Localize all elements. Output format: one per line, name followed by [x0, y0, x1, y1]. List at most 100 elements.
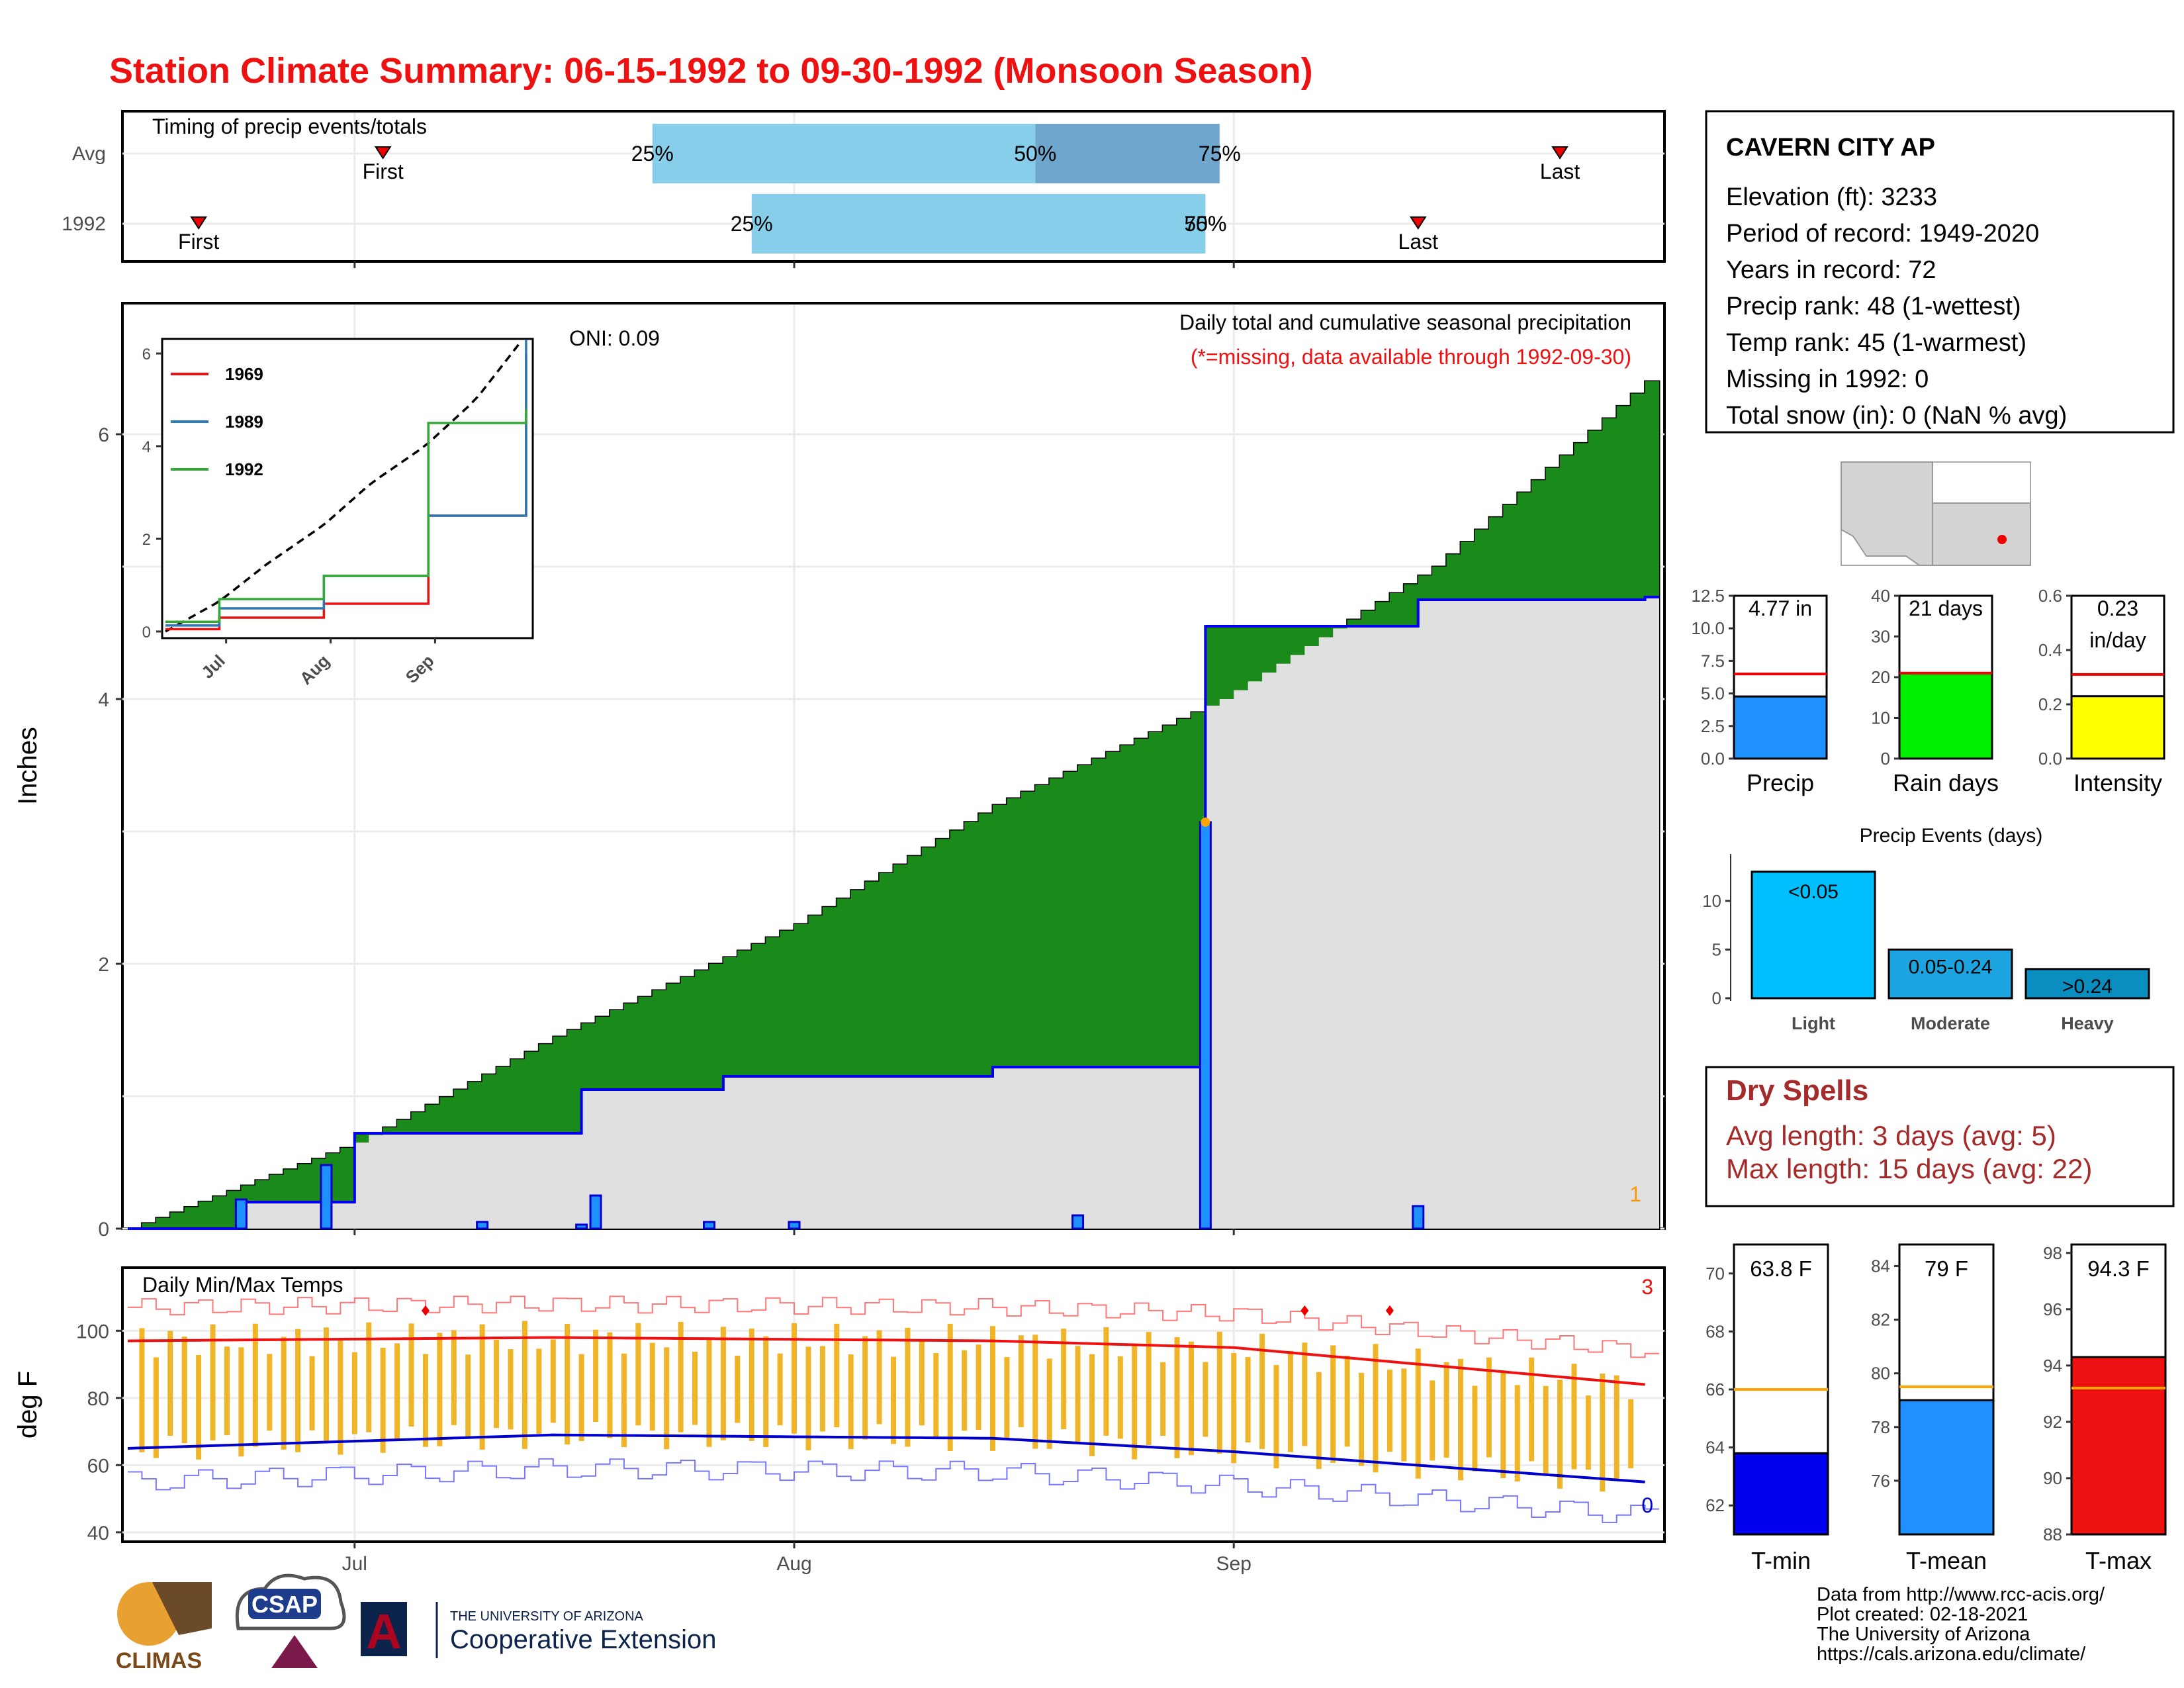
csap-logo-mountain — [271, 1635, 318, 1668]
mini-bar-label: Rain days — [1893, 769, 1999, 796]
year-first-marker — [190, 216, 207, 230]
daily-temp-bar — [1401, 1368, 1407, 1462]
daily-temp-bar — [479, 1324, 485, 1450]
daily-temp-bar — [1245, 1357, 1251, 1443]
temp-bar-tick-label: 66 — [1706, 1380, 1725, 1399]
dry-spells-title: Dry Spells — [1726, 1074, 1868, 1107]
daily-temp-bar — [550, 1339, 556, 1423]
footer-line-data: Data from http://www.rcc-acis.org/ — [1817, 1584, 2105, 1605]
temp-bar-value-text: 94.3 F — [2087, 1256, 2150, 1281]
daily-temp-bar — [1004, 1357, 1010, 1440]
mini-bar-tick-label: 0 — [1881, 749, 1890, 769]
csap-logo: CSAP — [235, 1573, 346, 1668]
year-cumulative-area — [128, 597, 1659, 1229]
daily-temp-bar — [749, 1329, 754, 1441]
avg-q25-label: 25% — [631, 142, 674, 165]
daily-precip-bar — [702, 1221, 715, 1230]
avg-q25-q50-bar — [652, 124, 1036, 183]
precip-panel: Daily total and cumulative seasonal prec… — [13, 302, 1666, 1241]
daily-precip-bar — [476, 1221, 489, 1230]
ua-logo-small-text: THE UNIVERSITY OF ARIZONA — [450, 1609, 644, 1624]
station-location-dot — [1997, 535, 2007, 544]
temp-bar-tick-label: 96 — [2043, 1299, 2062, 1319]
daily-temp-bar — [735, 1355, 741, 1423]
station-info-line: Period of record: 1949-2020 — [1726, 220, 2039, 248]
daily-temp-bar — [210, 1324, 216, 1440]
daily-temp-bar — [649, 1342, 655, 1431]
daily-temp-bar — [1089, 1354, 1095, 1456]
record-high-marker — [1300, 1305, 1309, 1316]
avg-q50-q75-bar — [1035, 124, 1220, 183]
ua-logo-letter: A — [366, 1604, 401, 1659]
daily-temp-bar — [224, 1346, 230, 1436]
mini-bar-value-text: 21 days — [1909, 596, 1983, 620]
daily-temp-bar — [1032, 1335, 1038, 1449]
mini-bar-rain-days: 0 10 20 30 40 21 days Rain days — [1871, 586, 1999, 796]
station-frame — [1705, 110, 2175, 434]
daily-temp-bar — [578, 1354, 584, 1442]
avg-q75-label: 75% — [1199, 142, 1241, 165]
daily-temp-bar — [366, 1322, 372, 1432]
events-category-label: Heavy — [2061, 1013, 2114, 1033]
mini-bar-tick-label: 30 — [1871, 627, 1890, 647]
daily-temp-bar — [635, 1323, 641, 1426]
daily-temp-bar — [1344, 1356, 1350, 1447]
temp-bar-tick-label: 78 — [1871, 1417, 1890, 1437]
daily-precip-bar — [320, 1164, 333, 1230]
daily-temp-bar — [989, 1326, 995, 1451]
daily-temp-bar — [1231, 1352, 1237, 1464]
mini-bar-value-text: 0.23 — [2097, 596, 2138, 620]
record-high-marker — [421, 1305, 430, 1316]
daily-temp-bar — [252, 1323, 258, 1447]
avg-first-marker — [374, 146, 392, 160]
footer-credits: Data from http://www.rcc-acis.org/ Plot … — [1817, 1584, 2105, 1665]
climas-logo-text: CLIMAS — [116, 1648, 202, 1673]
mini-bar-value-unit: in/day — [2089, 628, 2146, 652]
daily-temp-bar — [1614, 1375, 1619, 1480]
precip-events-chart: Precip Events (days) 0 5 10 <0.05 Light 0.05-… — [1702, 825, 2150, 1033]
temp-bar-value — [2070, 1356, 2167, 1536]
daily-precip-bar — [589, 1194, 602, 1230]
max-precip-dot — [1201, 818, 1210, 827]
ua-logo-block — [361, 1602, 407, 1656]
station-info-box: CAVERN CITY AP Elevation (ft): 3233 Perio… — [1705, 110, 2175, 434]
daily-temp-bar — [1415, 1348, 1421, 1479]
year-cumulative-line — [128, 596, 1659, 1230]
mini-bar-tick-label: 5.0 — [1701, 684, 1725, 704]
daily-temp-bar — [962, 1350, 968, 1431]
daily-temp-bar — [380, 1347, 386, 1453]
events-bar-label: >0.24 — [2062, 976, 2113, 998]
events-category-label: Light — [1792, 1013, 1835, 1033]
daily-temp-bar — [1430, 1380, 1435, 1461]
daily-precip-bar — [788, 1221, 801, 1230]
daily-temp-bar — [351, 1352, 357, 1434]
avg-min-temp-line — [127, 1433, 1645, 1483]
precip-y-tick-label: 2 — [98, 954, 109, 976]
daily-temp-bar — [1018, 1335, 1024, 1427]
daily-temp-bar — [819, 1346, 825, 1432]
dry-spells-avg: Avg length: 3 days (avg: 5) — [1726, 1120, 2056, 1151]
daily-temp-bar — [834, 1323, 840, 1428]
temp-bar-value — [1733, 1452, 1829, 1536]
avg-max-temp-line — [127, 1336, 1645, 1386]
year-q75-label: 75% — [1184, 212, 1226, 236]
daily-temp-bar — [862, 1336, 868, 1440]
date-x-axis: Jul Aug Sep — [342, 261, 1251, 1575]
daily-temp-bar — [1259, 1333, 1265, 1449]
temp-panel: Daily Min/Max Temps 3 0 deg F 40 60 80 100 — [13, 1266, 1666, 1544]
daily-temp-bar — [1514, 1385, 1520, 1482]
temp-bar-value — [1898, 1399, 1995, 1536]
daily-temp-bar — [1330, 1345, 1336, 1463]
daily-precip-bar — [1199, 821, 1212, 1230]
daily-temp-bar — [323, 1327, 329, 1441]
daily-temp-bar — [1075, 1346, 1081, 1444]
mini-bar-label: Precip — [1747, 769, 1814, 796]
daily-precip-bar — [575, 1223, 588, 1230]
daily-temp-bar — [1132, 1346, 1138, 1460]
timing-label: Timing of precip events/totals — [152, 115, 427, 138]
daily-temp-bar — [1302, 1342, 1308, 1446]
x-axis-label: Sep — [1216, 1553, 1251, 1575]
daily-precip-bar — [1071, 1214, 1085, 1230]
record-low-count: 0 — [1641, 1493, 1653, 1517]
